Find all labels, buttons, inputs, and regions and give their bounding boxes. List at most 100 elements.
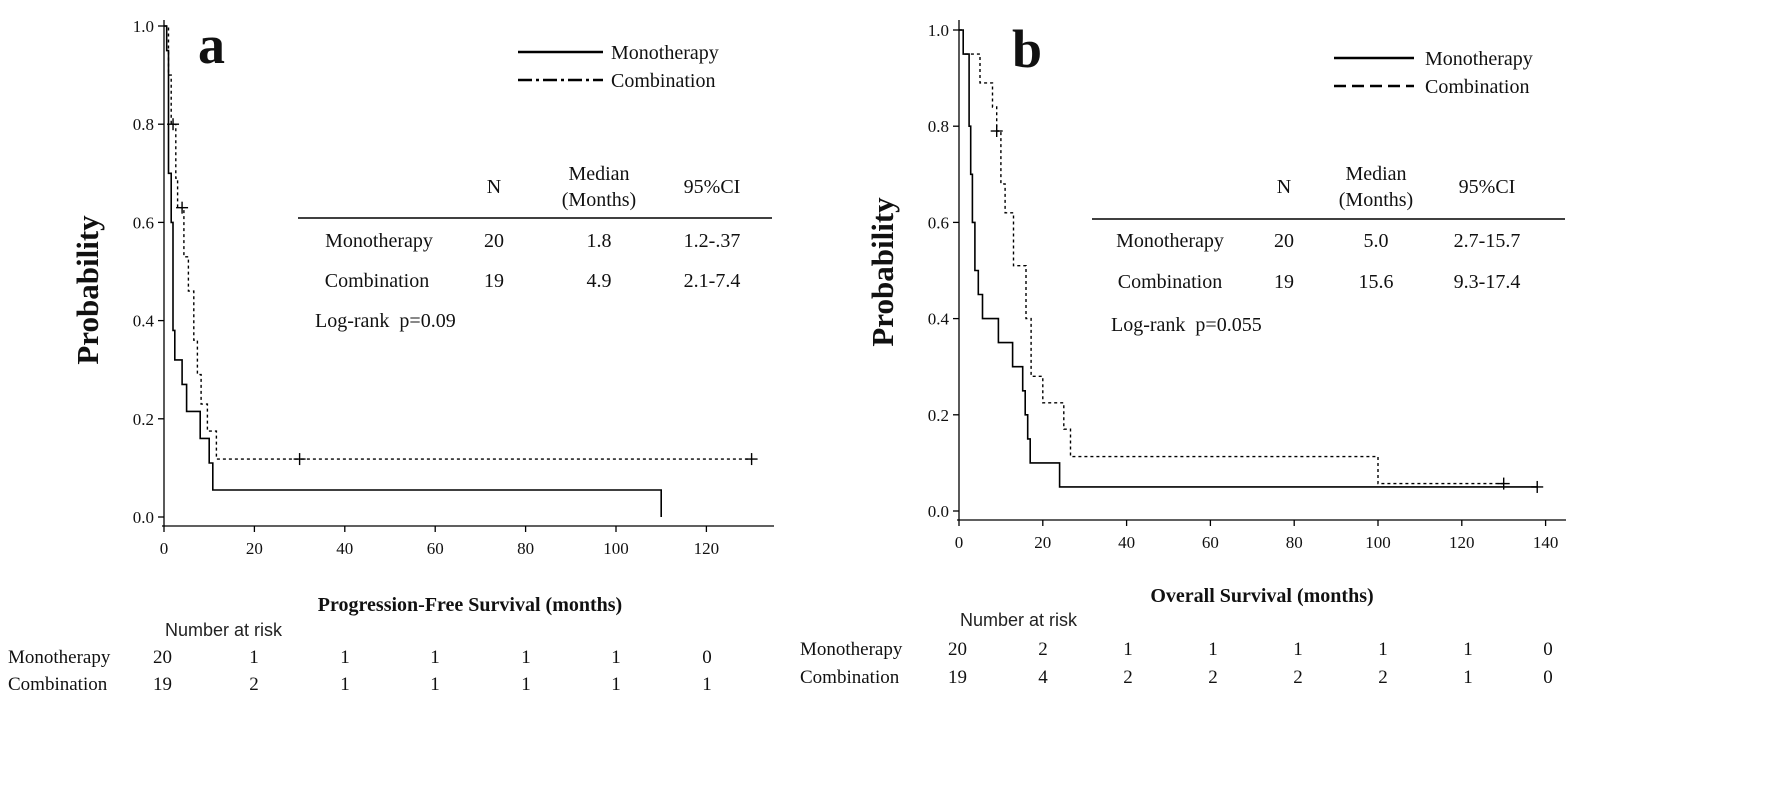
panel-a-risk-row2-name: Combination (8, 674, 108, 695)
panel-b-censor-mark (1497, 477, 1510, 490)
panel-b-xtick-label: 80 (1286, 533, 1303, 552)
panel-a-risk-value: 20 (153, 647, 172, 668)
panel-a-ytick-label: 0.4 (133, 312, 155, 331)
panel-b-table-row1-n: 20 (1274, 230, 1294, 252)
panel-a-table-row2-ci: 2.1-7.4 (684, 270, 741, 292)
panel-b-risk-value: 1 (1208, 639, 1218, 660)
panel-b-table-row2-name: Combination (1118, 271, 1222, 293)
panel-b-table-row2-ci: 9.3-17.4 (1454, 271, 1521, 293)
panel-a-table-row1-median: 1.8 (587, 230, 612, 252)
panel-b-censor-mark (1531, 480, 1544, 493)
panel-a-table-header-n: N (487, 176, 501, 198)
panel-a-risk-value: 1 (702, 674, 712, 695)
panel-a-ytick-label: 0.0 (133, 508, 154, 527)
panel-a-xtick-label: 80 (517, 539, 534, 558)
panel-b-ylabel: Probability (865, 197, 900, 347)
panel-b-table-header-months: (Months) (1339, 189, 1413, 211)
panel-b-marks: 0.0 0.2 0.4 0.6 0.8 1.0 0 20 40 60 80 100 120 140 (928, 20, 1566, 552)
panel-a-risk-values: 20 1 1 1 1 1 019 2 1 1 1 1 1 (153, 647, 712, 695)
panel-b-risk-value: 0 (1543, 667, 1553, 688)
panel-a-xtick-label: 0 (160, 539, 169, 558)
panel-a-curve-monotherapy (164, 25, 662, 517)
panel-b-ytick-label: 0.2 (928, 406, 949, 425)
panel-b-table-row1-ci: 2.7-15.7 (1454, 230, 1521, 252)
panel-b-risk-row2-name: Combination (800, 667, 900, 688)
panel-b-risk-value: 2 (1123, 667, 1133, 688)
panel-b-risk-value: 20 (948, 639, 967, 660)
panel-b-censor-mark (990, 125, 1003, 138)
panel-b-risk-row1-name: Monotherapy (800, 639, 903, 660)
panel-b-risk-value: 2 (1038, 639, 1048, 660)
panel-b-risk-value: 1 (1378, 639, 1388, 660)
panel-b-xtick-label: 60 (1202, 533, 1219, 552)
panel-b-xtick-label: 140 (1533, 533, 1559, 552)
panel-a-risk-value: 1 (340, 674, 350, 695)
panel-a-table-row2-n: 19 (484, 270, 504, 292)
panel-a-table-row1-name: Monotherapy (325, 230, 433, 252)
panel-a-risk-value: 1 (340, 647, 350, 668)
panel-b-table-row1-median: 5.0 (1364, 230, 1389, 252)
panel-b-xtick-label: 20 (1034, 533, 1051, 552)
panel-a-ytick-label: 0.2 (133, 410, 154, 429)
panel-b-risk-title: Number at risk (960, 610, 1078, 630)
panel-a-table-row2-median: 4.9 (587, 270, 612, 292)
panel-a-risk-value: 1 (430, 647, 440, 668)
panel-b-risk-value: 2 (1208, 667, 1218, 688)
panel-a: 0.00.20.40.60.81.00 20 40 60 80 100 120 a Prob… (8, 15, 774, 695)
panel-b-xtick-label: 120 (1449, 533, 1475, 552)
panel-b-letter: b (1012, 19, 1042, 79)
panel-b-table-header-ci: 95%CI (1459, 176, 1516, 198)
panel-a-risk-value: 0 (702, 647, 712, 668)
panel-b-ytick-label: 1.0 (928, 21, 949, 40)
panel-a-table-header-ci: 95%CI (684, 176, 741, 198)
panel-a-marks: 0.0 0.2 0.4 0.6 0.8 1.0 0 20 40 60 80 100 120 (133, 17, 774, 558)
panel-a-risk-title: Number at risk (165, 620, 283, 640)
panel-b-table-row2-n: 19 (1274, 271, 1294, 293)
panel-a-risk-value: 1 (521, 647, 531, 668)
panel-a-xtick-label: 60 (427, 539, 444, 558)
panel-a-risk-value: 1 (521, 674, 531, 695)
panel-b-table-row2-median: 15.6 (1359, 271, 1394, 293)
panel-b-curve-monotherapy (959, 29, 1538, 488)
panel-a-censor-mark (293, 453, 306, 466)
panel-b-risk-value: 1 (1463, 639, 1473, 660)
panel-b: 0.00.20.40.60.81.00 20 40 60 80 100 120 140 b P… (800, 19, 1566, 688)
panel-b-risk-value: 1 (1293, 639, 1303, 660)
panel-b-ytick-label: 0.8 (928, 117, 949, 136)
panel-a-risk-value: 1 (249, 647, 259, 668)
panel-b-risk-value: 2 (1293, 667, 1303, 688)
panel-b-risk-value: 2 (1378, 667, 1388, 688)
panel-b-xtick-label: 0 (955, 533, 964, 552)
panel-b-xtick-label: 40 (1118, 533, 1135, 552)
panel-b-xtick-label: 100 (1365, 533, 1391, 552)
panel-b-risk-value: 4 (1038, 667, 1048, 688)
panel-b-table-row1-name: Monotherapy (1116, 230, 1224, 252)
panel-b-legend-combination: Combination (1425, 76, 1529, 98)
panel-a-logrank: Log-rank p=0.09 (315, 310, 456, 332)
panel-b-xlabel: Overall Survival (months) (1150, 585, 1373, 607)
panel-b-risk-values: 20 2 1 1 1 1 1 019 4 2 2 2 2 1 0 (948, 639, 1553, 688)
panel-a-table-row1-n: 20 (484, 230, 504, 252)
panel-a-table-row1-ci: 1.2-.37 (684, 230, 741, 252)
panel-a-letter: a (198, 15, 225, 75)
panel-a-censor-mark (745, 453, 758, 466)
panel-a-table-header-months: (Months) (562, 189, 636, 211)
panel-b-risk-value: 1 (1463, 667, 1473, 688)
panel-a-legend-monotherapy: Monotherapy (611, 42, 719, 64)
panel-a-risk-value: 1 (611, 674, 621, 695)
panel-a-xtick-label: 120 (694, 539, 720, 558)
panel-b-ytick-label: 0.6 (928, 213, 949, 232)
panel-a-xtick-label: 40 (336, 539, 353, 558)
panel-a-ytick-label: 1.0 (133, 17, 154, 36)
panel-a-risk-value: 1 (611, 647, 621, 668)
panel-a-xlabel: Progression-Free Survival (months) (318, 594, 622, 616)
panel-a-ylabel: Probability (70, 215, 105, 365)
panel-a-censor-mark (167, 118, 180, 131)
panel-a-curve-combination (164, 25, 752, 460)
panel-b-risk-value: 0 (1543, 639, 1553, 660)
panel-b-risk-value: 1 (1123, 639, 1133, 660)
panel-b-table-header-n: N (1277, 176, 1291, 198)
panel-a-xtick-label: 20 (246, 539, 263, 558)
panel-b-ytick-label: 0.4 (928, 310, 950, 329)
